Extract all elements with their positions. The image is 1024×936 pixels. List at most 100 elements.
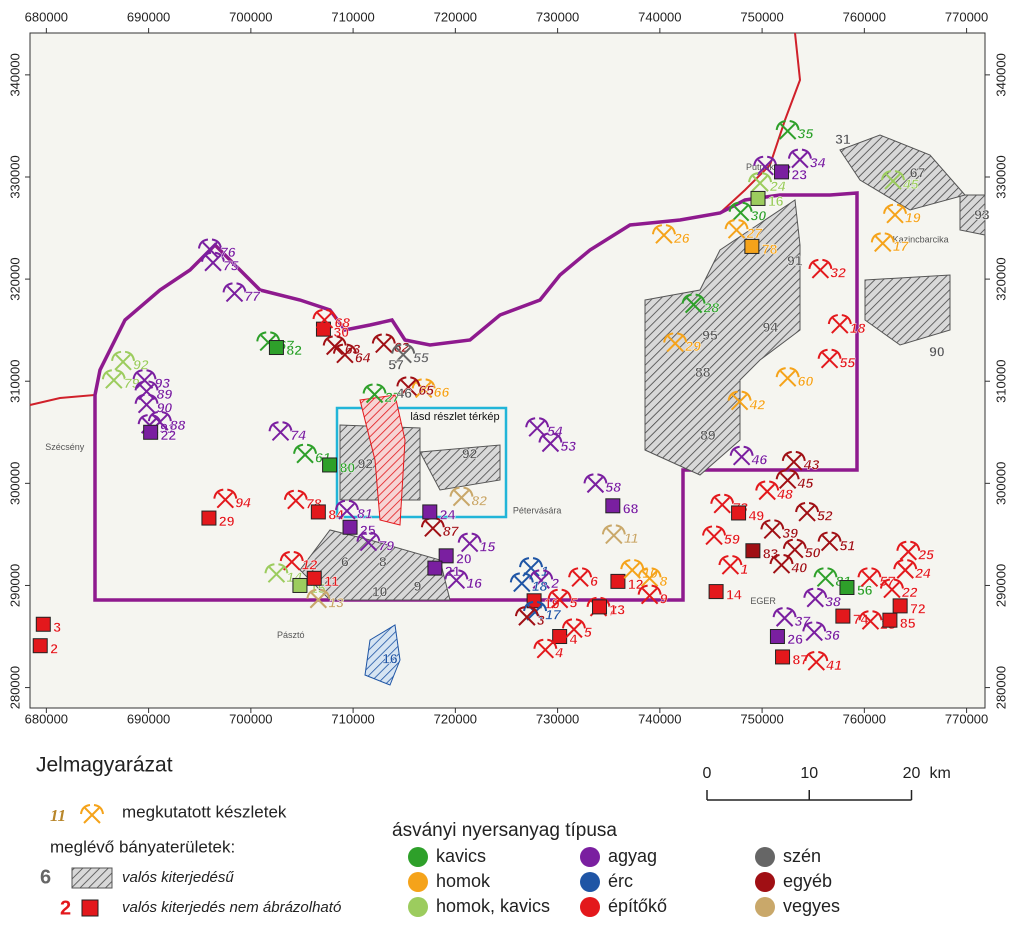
site-label: 52 <box>817 508 833 524</box>
pick-handle <box>778 472 796 489</box>
pick-head <box>586 596 597 608</box>
pick-symbol <box>817 531 842 552</box>
site-label: 91 <box>160 420 176 436</box>
y-tick-label: 310000 <box>993 360 1008 403</box>
pick-handle <box>359 534 377 552</box>
pick-head <box>227 488 238 499</box>
pick-head <box>147 411 159 422</box>
pick-head <box>789 120 800 131</box>
pick-head <box>795 450 806 462</box>
pick-head <box>651 567 662 578</box>
pick-head <box>523 601 534 612</box>
pick-handle <box>114 354 131 371</box>
site-label: 59 <box>724 531 740 547</box>
site-label: 82 <box>471 492 487 508</box>
site-label: 16 <box>768 193 784 209</box>
pick-handle <box>816 570 834 588</box>
pick-handle <box>571 570 588 588</box>
pick-head <box>760 519 771 530</box>
site-square <box>35 616 51 632</box>
pick-head <box>312 308 323 320</box>
pick-head <box>268 421 279 432</box>
pick-handle <box>394 346 411 364</box>
y-tick-label: 340000 <box>993 53 1008 96</box>
pick-handle <box>137 397 155 414</box>
scale-unit: km <box>929 765 950 782</box>
site-label: 9 <box>414 578 422 594</box>
pick-handle <box>640 587 658 605</box>
site-label: 77 <box>244 288 261 304</box>
pick-symbol <box>718 555 743 575</box>
pick-head <box>753 155 764 166</box>
pick-symbol <box>813 567 838 588</box>
legend-pick-number: 11 <box>50 806 66 825</box>
pick-head <box>519 557 530 568</box>
pick-handle <box>309 592 327 609</box>
site-label: 20 <box>456 551 472 567</box>
pick-head <box>634 559 645 570</box>
site-label: 26 <box>787 631 803 647</box>
pick-head <box>538 417 550 428</box>
site-label: 5 <box>584 624 592 640</box>
pick-handle <box>424 520 441 537</box>
pick-symbol <box>710 493 735 514</box>
site-square <box>605 498 621 514</box>
site-label: 18 <box>532 578 548 594</box>
pick-symbol <box>637 584 662 605</box>
pick-handle <box>811 262 829 279</box>
x-tick-label: 770000 <box>945 711 988 726</box>
site-label: 90 <box>157 399 173 415</box>
site-label: 41 <box>825 657 842 673</box>
pick-head <box>111 350 122 361</box>
site-square <box>745 543 761 559</box>
pick-handle <box>874 235 891 253</box>
x-tick-label: 720000 <box>434 711 477 726</box>
y-tick-label: 330000 <box>993 155 1008 198</box>
pick-handle <box>886 207 903 224</box>
pick-head <box>376 383 387 394</box>
site-label: 55 <box>413 349 429 365</box>
pick-handle <box>267 566 285 583</box>
pick-handle <box>399 379 417 397</box>
pick-head <box>782 538 793 549</box>
pick-head <box>256 331 267 342</box>
site-label: 24 <box>914 565 931 581</box>
pick-head <box>808 258 819 270</box>
pick-head <box>665 224 676 235</box>
basemap <box>29 32 986 686</box>
pick-head <box>457 532 468 543</box>
pick-symbol <box>538 432 563 453</box>
pick-symbol <box>529 569 554 590</box>
pick-handle <box>798 505 815 522</box>
legend-type-label: homok <box>436 871 491 891</box>
pick-symbol <box>322 335 347 356</box>
y-tick-label: 330000 <box>7 155 22 198</box>
x-tick-label: 690000 <box>127 711 170 726</box>
site-label: 55 <box>840 354 856 370</box>
pick-head <box>801 148 812 159</box>
pick-symbol <box>514 606 539 626</box>
pick-handle <box>731 205 749 222</box>
y-tick-label: 300000 <box>993 462 1008 505</box>
pick-symbol <box>533 638 558 659</box>
pick-handle <box>751 175 768 192</box>
pick-symbol <box>795 501 820 522</box>
site-square <box>774 164 790 180</box>
pick-handle <box>861 613 879 630</box>
site-label: 27 <box>746 225 764 241</box>
legend-type-swatch <box>408 872 428 892</box>
pick-head <box>893 559 904 570</box>
pick-head <box>738 219 749 230</box>
x-tick-label: 710000 <box>331 9 374 24</box>
site-label: 87 <box>443 523 460 539</box>
pick-head <box>161 411 172 422</box>
site-square <box>143 424 159 440</box>
pick-head <box>405 343 416 354</box>
pick-symbol <box>803 587 828 608</box>
pick-handle <box>640 570 658 588</box>
pick-head <box>817 531 828 542</box>
pick-head <box>724 493 735 504</box>
pick-symbol <box>264 563 289 583</box>
site-label: 50 <box>805 544 821 560</box>
scale-label: 10 <box>800 765 818 782</box>
